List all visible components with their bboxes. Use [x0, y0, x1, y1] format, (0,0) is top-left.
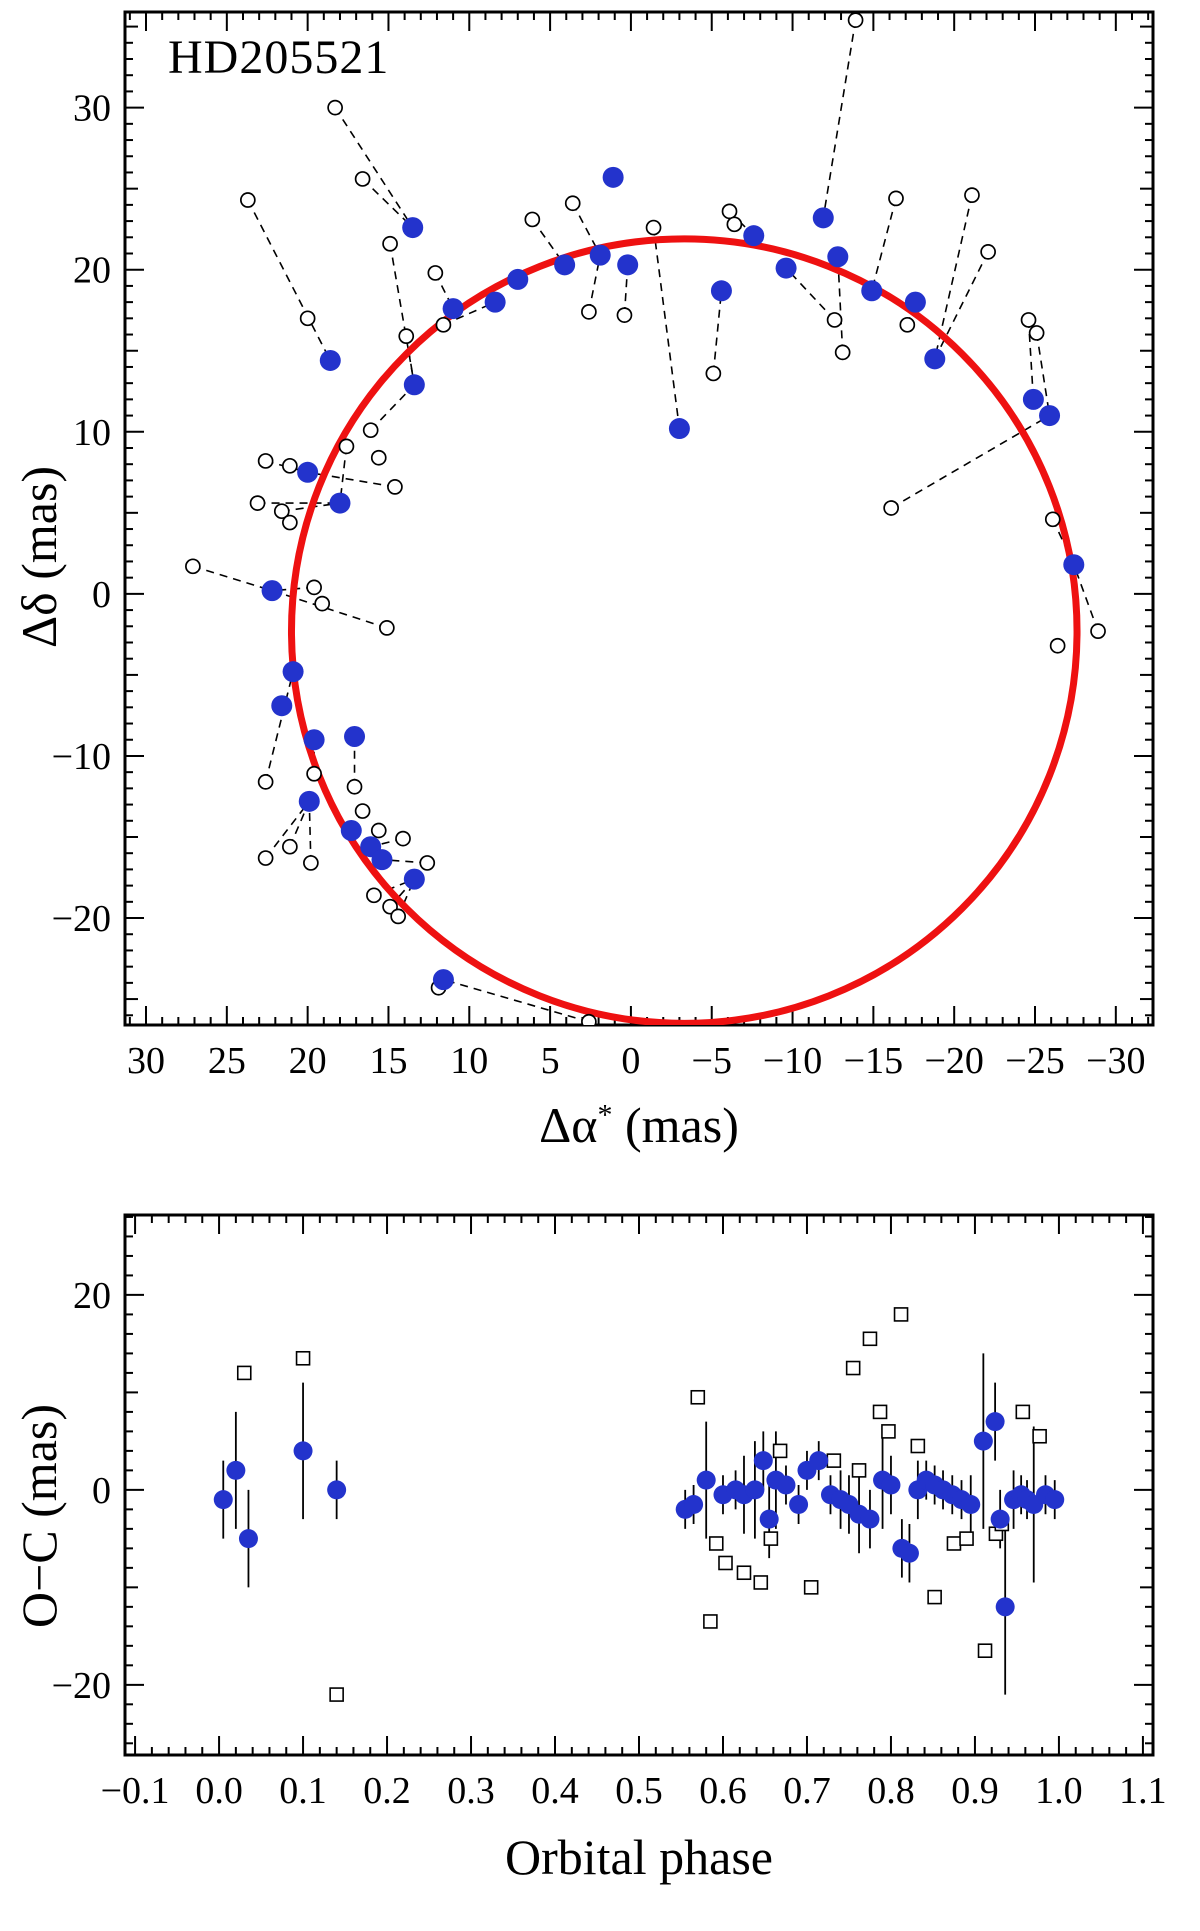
svg-text:−10: −10 [52, 736, 111, 778]
residual-segments [192, 19, 1099, 1023]
oc-open-squares [236, 1307, 1047, 1702]
svg-text:20: 20 [73, 250, 111, 292]
svg-text:0.2: 0.2 [363, 1770, 411, 1812]
svg-text:0: 0 [621, 1040, 640, 1082]
svg-text:15: 15 [369, 1040, 407, 1082]
oc-panel-frame [123, 1213, 1155, 1757]
svg-text:−30: −30 [1086, 1040, 1145, 1082]
svg-text:0: 0 [92, 1470, 111, 1512]
svg-text:0.9: 0.9 [951, 1770, 999, 1812]
epoch-open-circles [185, 12, 1106, 1025]
svg-text:1.0: 1.0 [1035, 1770, 1083, 1812]
svg-text:−15: −15 [844, 1040, 903, 1082]
svg-text:30: 30 [73, 88, 111, 130]
oc-panel-tick-labels: −0.1 0.0 0.1 0.2 0.3 0.4 0.5 0.6 0.7 0.8 0.9 1.0 1.1… [52, 1275, 1167, 1812]
bottom-x-axis-label: Orbital phase [505, 1829, 773, 1885]
svg-text:−20: −20 [52, 898, 111, 940]
top-x-axis-label-unit: (mas) [612, 1097, 739, 1153]
svg-text:0.4: 0.4 [531, 1770, 579, 1812]
svg-text:0.6: 0.6 [699, 1770, 747, 1812]
top-x-axis-label-base: Δα [539, 1097, 598, 1153]
svg-text:0.8: 0.8 [867, 1770, 915, 1812]
svg-text:−0.1: −0.1 [101, 1770, 170, 1812]
orbit-panel-frame [123, 10, 1155, 1027]
svg-text:0.1: 0.1 [279, 1770, 327, 1812]
svg-text:0.3: 0.3 [447, 1770, 495, 1812]
svg-text:0.7: 0.7 [783, 1770, 831, 1812]
orbit-ellipse [288, 235, 1081, 1025]
top-x-axis-label-sup: * [597, 1098, 613, 1132]
svg-text:−20: −20 [924, 1040, 983, 1082]
svg-text:1.1: 1.1 [1119, 1770, 1167, 1812]
oc-panel-marks [213, 1307, 1065, 1702]
svg-text:−5: −5 [692, 1040, 732, 1082]
oc-blue-points [213, 1412, 1065, 1617]
svg-text:10: 10 [73, 412, 111, 454]
svg-text:20: 20 [73, 1275, 111, 1317]
svg-text:−20: −20 [52, 1665, 111, 1707]
top-y-axis-label: Δδ (mas) [11, 465, 67, 648]
svg-text:−25: −25 [1005, 1040, 1064, 1082]
svg-text:20: 20 [289, 1040, 327, 1082]
svg-text:−10: −10 [763, 1040, 822, 1082]
svg-text:5: 5 [541, 1040, 560, 1082]
bottom-y-axis-label: O−C (mas) [11, 1404, 67, 1628]
svg-text:0: 0 [92, 574, 111, 616]
mean-blue-points [261, 166, 1085, 991]
orbit-panel-marks [185, 12, 1106, 1025]
svg-text:0.5: 0.5 [615, 1770, 663, 1812]
orbit-panel-tick-labels: 30 25 20 15 10 5 0 −5 −10 −15 −20 −25 −30 30 20 10 0 −10 −… [52, 88, 1146, 1082]
top-x-axis-label: Δα* (mas) [539, 1096, 739, 1154]
oc-error-bars [222, 1353, 1056, 1695]
svg-text:25: 25 [208, 1040, 246, 1082]
star-id-title: HD205521 [168, 31, 390, 84]
svg-text:0.0: 0.0 [195, 1770, 243, 1812]
svg-text:30: 30 [127, 1040, 165, 1082]
svg-text:10: 10 [450, 1040, 488, 1082]
